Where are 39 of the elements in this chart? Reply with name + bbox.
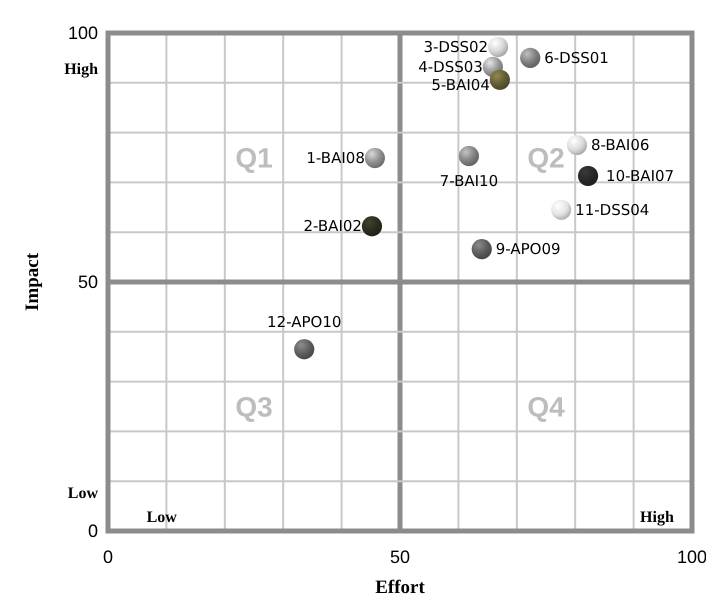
point	[294, 339, 314, 360]
x-tick-label: 0	[102, 547, 114, 567]
data-label: 7-BAI10	[440, 172, 498, 190]
y-tick-label: 100	[68, 23, 98, 43]
data-label: 3-DSS02	[423, 38, 488, 56]
y-tick-label: 50	[78, 272, 98, 292]
annotation: Low	[146, 509, 178, 526]
point	[488, 36, 508, 58]
point	[551, 200, 572, 220]
y-tick-label: High	[64, 60, 98, 78]
y-tick-label: Low	[68, 485, 98, 502]
point	[458, 146, 480, 166]
point	[566, 134, 588, 156]
point	[364, 148, 385, 168]
data-label: 4-DSS03	[418, 58, 483, 76]
data-label: 2-BAI02	[303, 217, 362, 236]
data-label: 10-BAI07	[606, 166, 674, 185]
data-label: 12-APO10	[267, 313, 342, 332]
annotation: Q4	[527, 392, 566, 422]
point	[490, 70, 510, 90]
annotation: Q1	[235, 142, 273, 174]
data-label: 1-BAI08	[306, 149, 365, 167]
annotation: Q2	[527, 142, 565, 174]
y-axis-title: Impact	[22, 252, 43, 312]
x-tick-label: 100	[676, 547, 706, 567]
x-tick-label: 50	[390, 547, 410, 567]
annotation: Q3	[235, 392, 273, 422]
x-axis-title: Effort	[375, 577, 426, 598]
point	[520, 48, 540, 68]
y-tick-label: 0	[88, 521, 98, 541]
data-label: 5-BAI04	[431, 76, 490, 94]
annotation: High	[640, 509, 674, 526]
data-label: 6-DSS01	[544, 48, 609, 67]
point	[472, 239, 492, 260]
data-label: 11-DSS04	[575, 200, 650, 219]
data-label: 8-BAI06	[590, 136, 650, 154]
data-label: 9-APO09	[496, 240, 561, 258]
point	[362, 216, 382, 236]
point	[578, 166, 598, 186]
